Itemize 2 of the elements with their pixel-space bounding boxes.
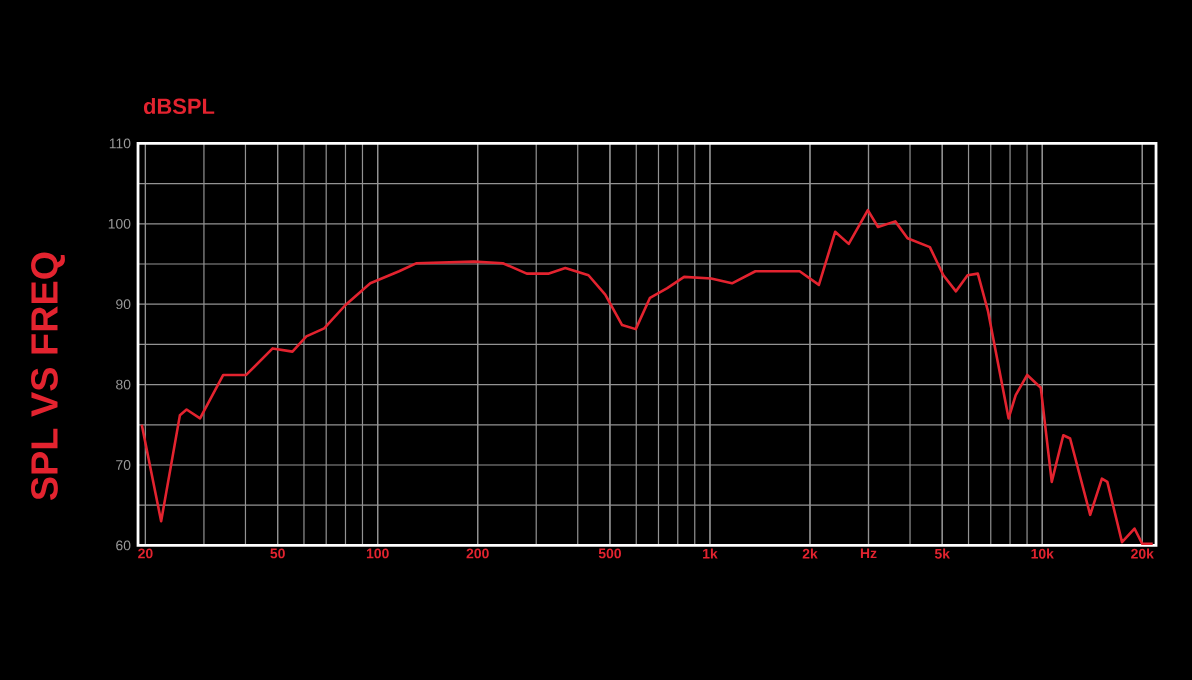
y-axis-title: dBSPL (143, 97, 215, 115)
text: SPL VS FREQ (31, 252, 65, 501)
